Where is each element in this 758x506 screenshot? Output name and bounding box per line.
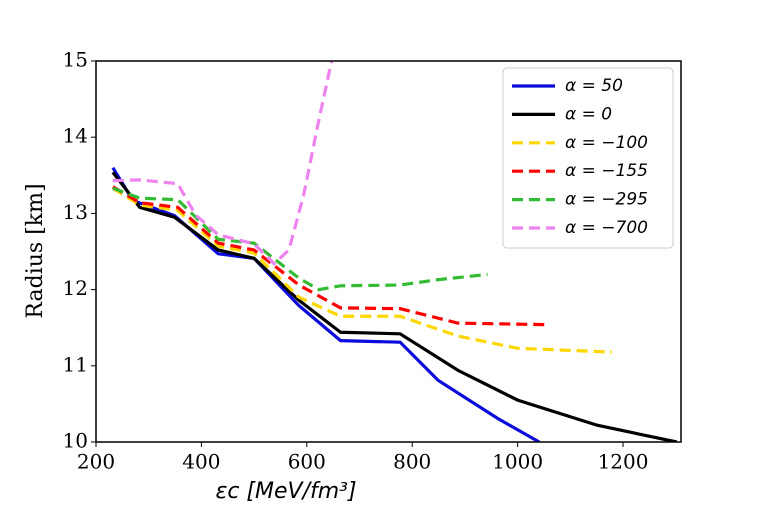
series-line <box>112 61 334 266</box>
y-axis-label: Radius [km] <box>23 183 48 318</box>
legend-label: α = −100 <box>565 133 648 153</box>
x-tick-label: 200 <box>77 450 115 474</box>
x-tick-label: 400 <box>182 450 220 474</box>
legend-label: α = 0 <box>565 104 612 124</box>
legend-label: α = −155 <box>565 161 648 181</box>
x-tick-label: 1000 <box>492 450 543 474</box>
y-tick-label: 10 <box>63 429 88 453</box>
x-tick-label: 800 <box>393 450 431 474</box>
legend-label: α = 50 <box>565 76 623 96</box>
x-tick-label: 1200 <box>598 450 649 474</box>
x-axis-label: εc [MeV/fm³] <box>215 479 356 504</box>
y-tick-label: 11 <box>63 352 88 376</box>
series-line <box>112 185 548 327</box>
legend-label: α = −295 <box>565 190 648 210</box>
y-tick-label: 12 <box>63 276 88 300</box>
y-tick-label: 13 <box>63 200 88 224</box>
plot-frame <box>95 60 682 443</box>
y-tick-label: 15 <box>63 48 88 72</box>
y-tick-label: 14 <box>63 124 88 148</box>
series-line <box>112 186 613 354</box>
series-line <box>111 166 541 442</box>
series-line <box>111 171 678 442</box>
series-line <box>112 186 488 292</box>
x-tick-label: 600 <box>288 450 326 474</box>
legend-label: α = −700 <box>565 218 648 238</box>
plot-lines <box>111 61 678 442</box>
